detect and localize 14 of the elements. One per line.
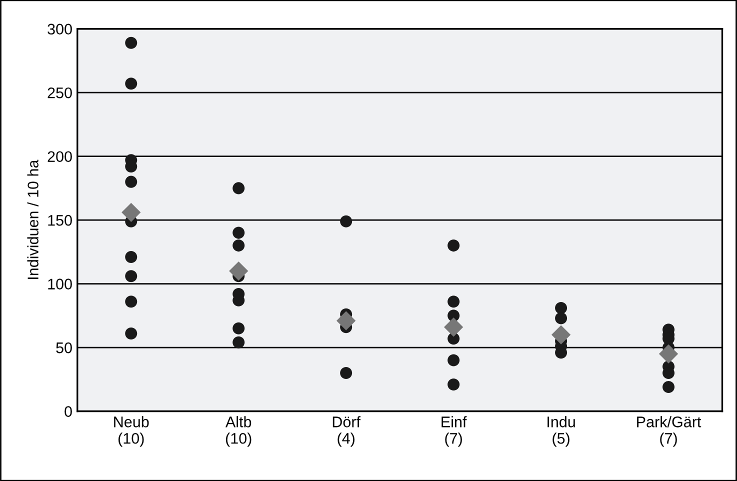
y-tick-label: 100: [48, 278, 72, 290]
x-tick-label: Park/Gärt (7): [637, 416, 702, 447]
y-tick-label: 200: [48, 151, 72, 162]
y-tick-label: 300: [48, 24, 72, 35]
x-tick-label: Indu (5): [548, 416, 575, 447]
x-tick-label: Dörf (4): [332, 416, 361, 447]
x-tick-label: Einf (7): [442, 416, 467, 447]
y-tick-label: 150: [48, 214, 72, 226]
y-axis-title: Individuen / 10 ha: [27, 160, 38, 279]
y-tick-label: 50: [56, 342, 72, 354]
y-tick-label: 250: [48, 87, 72, 98]
x-tick-label: Neub (10): [114, 416, 149, 447]
x-tick-label: Altb (10): [225, 416, 252, 447]
y-tick-label: 0: [64, 406, 72, 417]
